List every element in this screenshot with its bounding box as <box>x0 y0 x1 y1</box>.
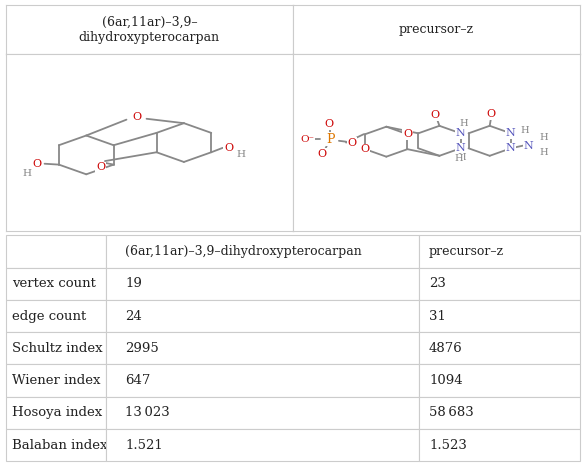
Text: O: O <box>347 137 356 148</box>
Text: (6ar,11ar)–3,9–
dihydroxypterocarpan: (6ar,11ar)–3,9– dihydroxypterocarpan <box>79 15 220 43</box>
Text: H: H <box>237 151 246 159</box>
Text: O: O <box>486 110 496 119</box>
Text: O: O <box>431 110 440 120</box>
Text: O: O <box>224 143 233 153</box>
Text: precursor–z: precursor–z <box>399 23 474 36</box>
Text: O: O <box>132 112 141 122</box>
Text: N: N <box>506 144 516 153</box>
Text: H: H <box>458 153 466 163</box>
Text: H: H <box>23 169 32 178</box>
Text: O: O <box>324 119 333 129</box>
Text: O: O <box>96 162 105 172</box>
Text: O: O <box>360 144 370 154</box>
Text: P: P <box>326 132 335 145</box>
Text: O: O <box>33 159 42 169</box>
Text: N: N <box>456 128 465 138</box>
Text: O: O <box>317 149 326 159</box>
Text: N: N <box>506 128 516 138</box>
Text: O⁻: O⁻ <box>300 135 315 144</box>
Text: N: N <box>456 144 465 153</box>
Text: O: O <box>403 129 412 139</box>
Text: H: H <box>521 126 530 135</box>
Text: H: H <box>540 148 548 157</box>
Text: H: H <box>455 154 464 163</box>
Text: N: N <box>523 141 533 151</box>
Text: H: H <box>459 119 468 128</box>
Text: H: H <box>540 133 548 142</box>
